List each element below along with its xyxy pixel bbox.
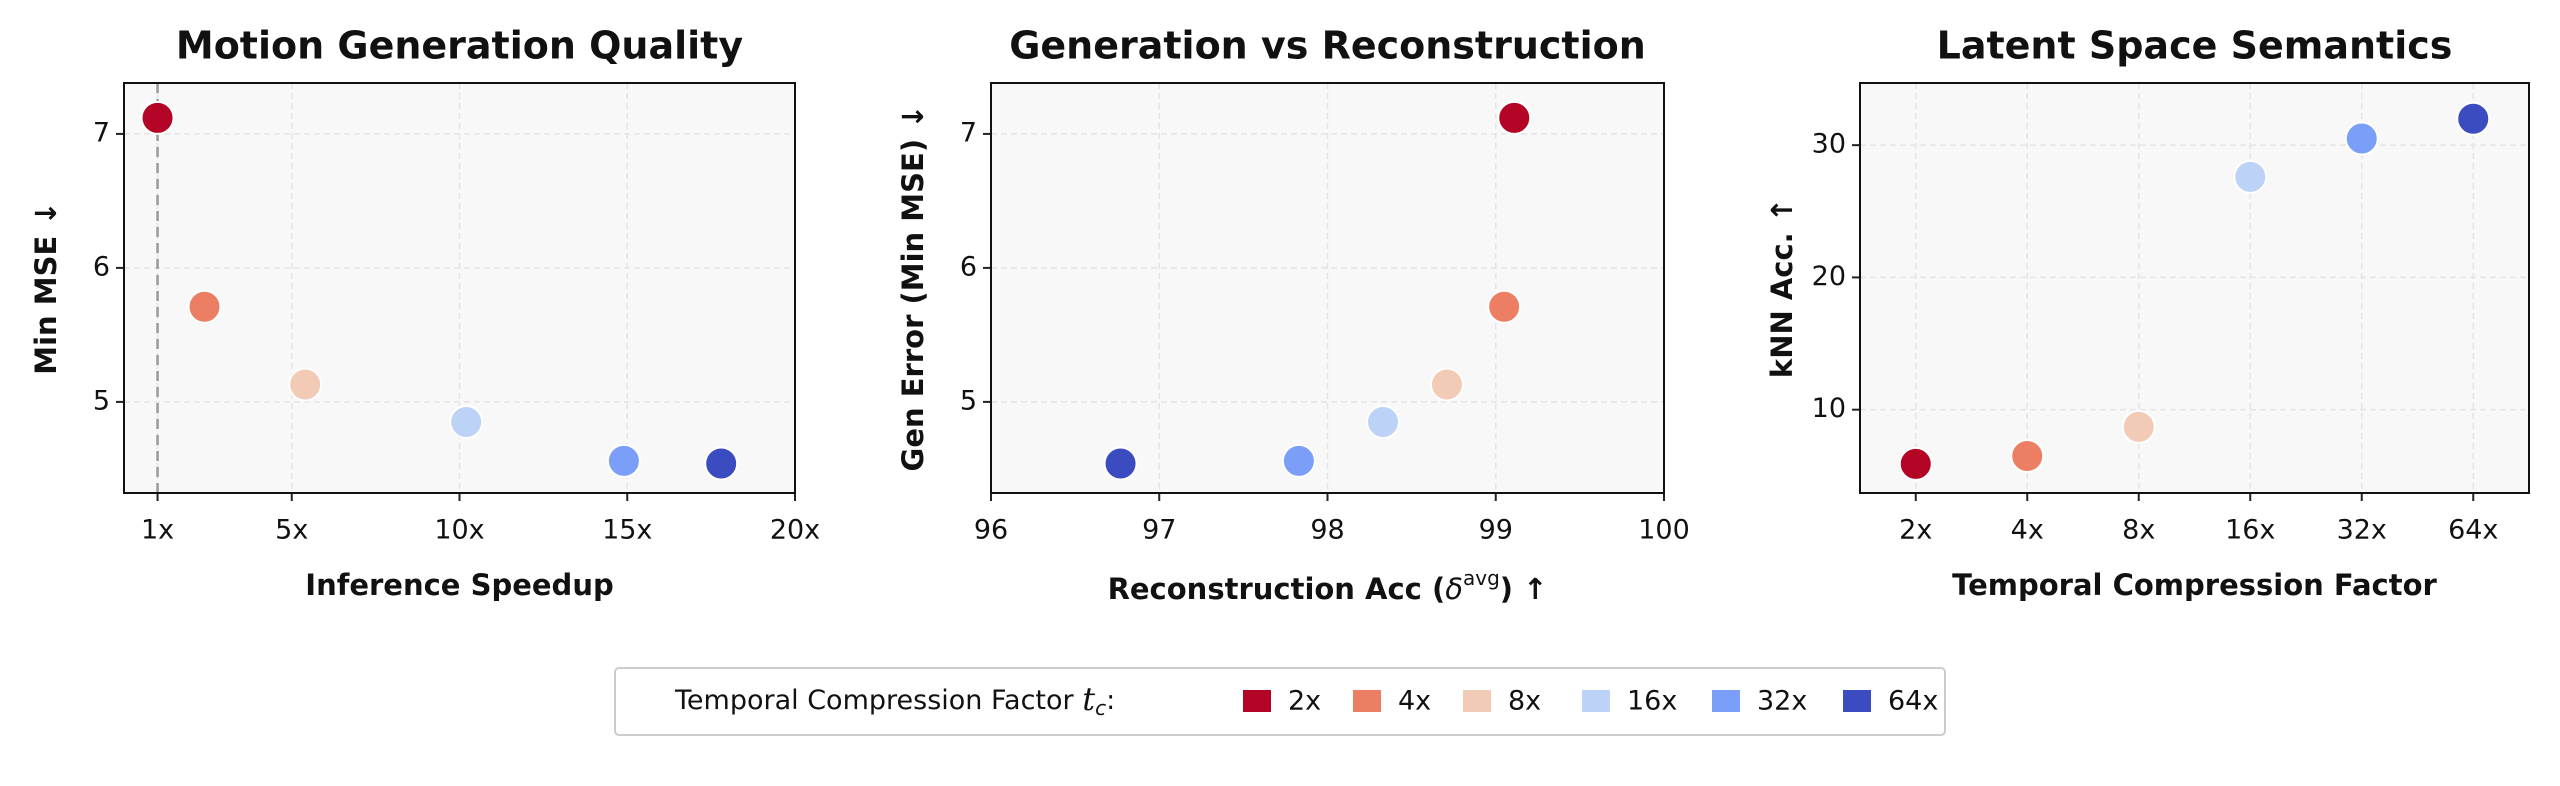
x-tick-label: 10x: [434, 515, 484, 546]
point: [1281, 443, 1316, 478]
x-tick-label: 15x: [602, 515, 652, 546]
point: [1366, 404, 1401, 439]
x-tick-label: 4x: [2011, 515, 2044, 546]
legend-swatch: [1463, 690, 1491, 712]
x-tick-label: 96: [974, 515, 1008, 546]
chart-title: Generation vs Reconstruction: [1009, 24, 1646, 68]
x-tick-label: 5x: [275, 515, 308, 546]
chart-title: Latent Space Semantics: [1937, 24, 2453, 68]
point: [1103, 446, 1138, 481]
point: [2121, 409, 2156, 444]
x-tick-label: 99: [1479, 515, 1513, 546]
legend-label: 4x: [1398, 686, 1431, 717]
plot-frame: [123, 82, 796, 494]
legend-label: 16x: [1627, 686, 1677, 717]
x-axis-label: Inference Speedup: [305, 568, 613, 602]
point: [2010, 438, 2045, 473]
y-tick-label: 6: [960, 251, 977, 282]
point: [449, 404, 484, 439]
y-tick-label: 5: [960, 385, 977, 416]
legend-box: [614, 667, 1946, 736]
point: [1487, 289, 1522, 324]
point: [1898, 446, 1933, 481]
x-tick-label: 98: [1310, 515, 1344, 546]
chart-title: Motion Generation Quality: [176, 24, 743, 68]
point: [1429, 367, 1464, 402]
x-axis-label-part: δ: [1445, 572, 1463, 606]
y-axis-label: Gen Error (Min MSE) ↓: [896, 105, 930, 472]
legend-swatch: [1243, 690, 1271, 712]
x-axis-label-part: avg: [1463, 566, 1500, 590]
point: [140, 100, 175, 135]
legend-title: Temporal Compression Factor tc:: [674, 680, 1115, 720]
x-tick-label: 8x: [2122, 515, 2155, 546]
legend-title-part: Temporal Compression Factor: [674, 685, 1082, 716]
y-axis-label: Min MSE ↓: [29, 201, 63, 375]
legend-title-part: c: [1095, 696, 1106, 720]
x-tick-label: 100: [1638, 515, 1690, 546]
x-tick-label: 64x: [2448, 515, 2498, 546]
point: [187, 289, 222, 324]
x-tick-label: 20x: [770, 515, 820, 546]
point: [704, 446, 739, 481]
y-tick-label: 30: [1812, 129, 1846, 160]
plot-frame: [990, 82, 1665, 494]
x-tick-label: 32x: [2337, 515, 2387, 546]
y-tick-label: 7: [960, 117, 977, 148]
x-tick-label: 1x: [141, 515, 174, 546]
legend-label: 8x: [1508, 686, 1541, 717]
plot-area: [1860, 83, 2529, 493]
legend-label: 64x: [1888, 686, 1938, 717]
point: [2233, 159, 2268, 194]
legend-label: 2x: [1288, 686, 1321, 717]
plot-frame: [1859, 82, 2530, 494]
x-axis-label: Temporal Compression Factor: [1952, 568, 2437, 602]
x-axis-label: Reconstruction Acc (δavg) ↑: [1108, 566, 1548, 607]
y-tick-label: 20: [1812, 261, 1846, 292]
point: [2456, 101, 2491, 136]
x-axis-label-part: ) ↑: [1500, 572, 1548, 606]
point: [288, 367, 323, 402]
x-tick-label: 97: [1142, 515, 1176, 546]
y-tick-label: 10: [1812, 393, 1846, 424]
x-tick-label: 2x: [1899, 515, 1932, 546]
point: [1497, 100, 1532, 135]
legend-swatch: [1843, 690, 1871, 712]
legend-title-part: :: [1106, 685, 1115, 716]
y-axis-label: kNN Acc. ↑: [1765, 198, 1799, 378]
legend-title-part: t: [1082, 680, 1095, 718]
y-tick-label: 7: [93, 117, 110, 148]
point: [606, 443, 641, 478]
legend-swatch: [1582, 690, 1610, 712]
x-tick-label: 16x: [2225, 515, 2275, 546]
x-axis-label-part: Reconstruction Acc (: [1108, 572, 1446, 606]
legend-swatch: [1353, 690, 1381, 712]
y-tick-label: 5: [93, 385, 110, 416]
point: [2344, 121, 2379, 156]
legend-label: 32x: [1757, 686, 1807, 717]
y-tick-label: 6: [93, 251, 110, 282]
legend-swatch: [1712, 690, 1740, 712]
